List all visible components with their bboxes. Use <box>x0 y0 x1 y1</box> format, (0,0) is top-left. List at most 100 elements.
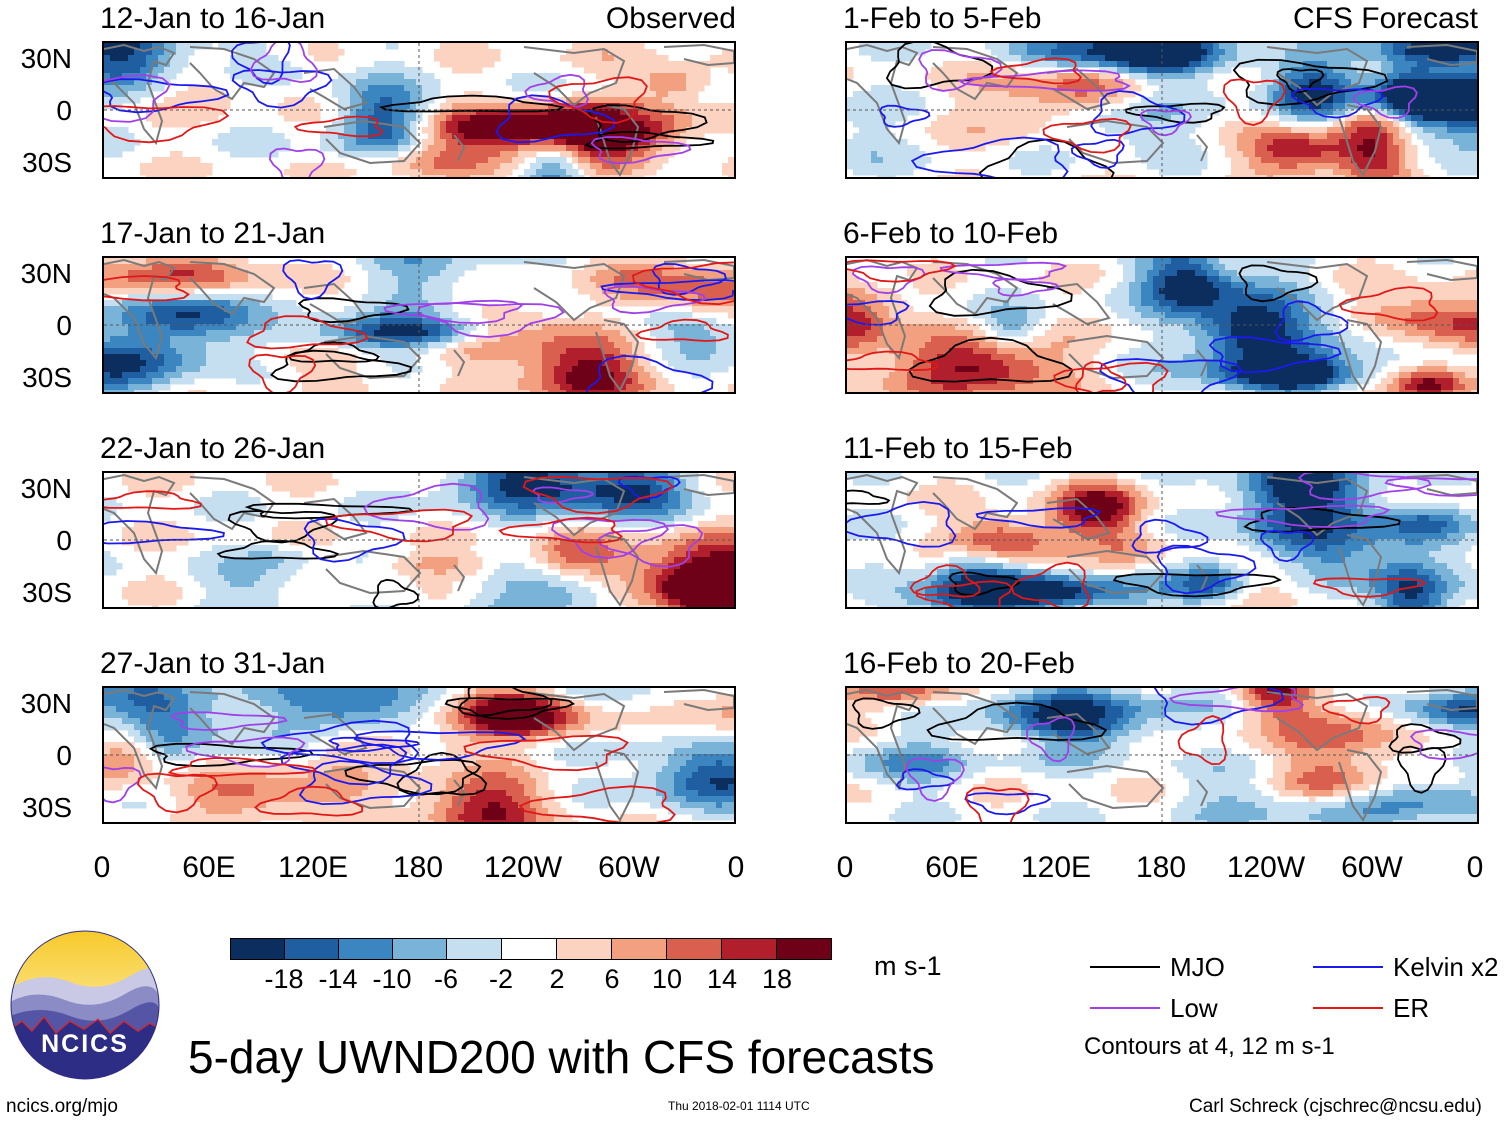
anomaly-cell <box>302 485 309 492</box>
anomaly-cell <box>362 139 369 146</box>
anomaly-cell <box>392 145 399 152</box>
panel-3-map <box>104 473 734 607</box>
anomaly-cell <box>272 473 279 480</box>
anomaly-cell <box>488 515 495 522</box>
anomaly-cell <box>644 288 651 295</box>
anomaly-cell <box>500 581 507 588</box>
anomaly-cell <box>230 593 237 600</box>
anomaly-cell <box>170 318 177 325</box>
anomaly-cell <box>548 354 555 361</box>
anomaly-cell <box>620 79 627 86</box>
anomaly-cell <box>500 163 507 170</box>
anomaly-cell <box>716 360 723 367</box>
anomaly-cell <box>236 270 243 277</box>
anomaly-cell <box>704 121 711 128</box>
anomaly-cell <box>494 378 501 385</box>
anomaly-cell <box>200 348 207 355</box>
anomaly-cell <box>212 330 219 337</box>
anomaly-cell <box>254 503 261 510</box>
anomaly-cell <box>392 139 399 146</box>
anomaly-cell <box>368 139 375 146</box>
anomaly-cell <box>572 527 579 534</box>
anomaly-cell <box>632 485 639 492</box>
anomaly-cell <box>386 354 393 361</box>
anomaly-cell <box>494 479 501 486</box>
kelvin-contour <box>231 43 291 85</box>
anomaly-cell <box>518 599 525 606</box>
anomaly-cell <box>290 169 297 176</box>
anomaly-cell <box>470 91 477 98</box>
anomaly-cell <box>158 306 165 313</box>
anomaly-cell <box>632 390 639 392</box>
anomaly-cell <box>116 151 123 158</box>
anomaly-cell <box>386 515 393 522</box>
anomaly-cell <box>350 336 357 343</box>
anomaly-cell <box>242 372 249 379</box>
anomaly-cell <box>386 151 393 158</box>
anomaly-cell <box>122 97 129 104</box>
anomaly-cell <box>506 342 513 349</box>
anomaly-cell <box>728 103 734 110</box>
anomaly-cell <box>638 97 645 104</box>
anomaly-cell <box>512 348 519 355</box>
anomaly-cell <box>500 479 507 486</box>
panel-1-title: 12-Jan to 16-Jan <box>100 2 326 35</box>
anomaly-cell <box>638 115 645 122</box>
anomaly-cell <box>182 330 189 337</box>
er-contour <box>498 516 623 544</box>
anomaly-cell <box>482 378 489 385</box>
anomaly-cell <box>500 605 507 607</box>
anomaly-cell <box>566 133 573 140</box>
anomaly-cell <box>188 324 195 331</box>
anomaly-cell <box>650 282 657 289</box>
anomaly-cell <box>164 169 171 176</box>
anomaly-cell <box>482 342 489 349</box>
anomaly-cell <box>638 49 645 56</box>
coastline <box>663 43 734 67</box>
anomaly-cell <box>470 145 477 152</box>
anomaly-cell <box>284 270 291 277</box>
anomaly-cell <box>500 384 507 391</box>
anomaly-cell <box>728 551 734 558</box>
anomaly-cell <box>464 390 471 392</box>
anomaly-cell <box>632 575 639 582</box>
anomaly-cell <box>488 366 495 373</box>
anomaly-cell <box>638 109 645 116</box>
anomaly-cell <box>572 342 579 349</box>
anomaly-cell <box>182 91 189 98</box>
anomaly-cell <box>440 103 447 110</box>
anomaly-cell <box>344 169 351 176</box>
anomaly-cell <box>722 324 729 331</box>
anomaly-cell <box>542 145 549 152</box>
anomaly-cell <box>596 390 603 392</box>
anomaly-cell <box>566 491 573 498</box>
anomaly-cell <box>362 605 369 607</box>
anomaly-cell <box>134 521 141 528</box>
anomaly-cell <box>692 563 699 570</box>
anomaly-cell <box>230 67 237 74</box>
anomaly-cell <box>266 473 273 480</box>
anomaly-cell <box>722 545 729 552</box>
anomaly-cell <box>170 282 177 289</box>
anomaly-cell <box>458 575 465 582</box>
anomaly-cell <box>548 360 555 367</box>
anomaly-cell <box>530 545 537 552</box>
kelvin-contour <box>600 279 734 302</box>
anomaly-cell <box>284 115 291 122</box>
anomaly-cell <box>356 324 363 331</box>
anomaly-cell <box>530 133 537 140</box>
anomaly-cell <box>212 294 219 301</box>
anomaly-cell <box>404 270 411 277</box>
anomaly-cell <box>206 581 213 588</box>
anomaly-cell <box>692 318 699 325</box>
anomaly-cell <box>464 509 471 516</box>
anomaly-cell <box>260 49 267 56</box>
anomaly-cell <box>590 599 597 606</box>
anomaly-cell <box>368 330 375 337</box>
anomaly-cell <box>620 294 627 301</box>
anomaly-cell <box>686 348 693 355</box>
anomaly-cell <box>308 318 315 325</box>
anomaly-cell <box>224 300 231 307</box>
anomaly-cell <box>530 354 537 361</box>
anomaly-cell <box>560 139 567 146</box>
